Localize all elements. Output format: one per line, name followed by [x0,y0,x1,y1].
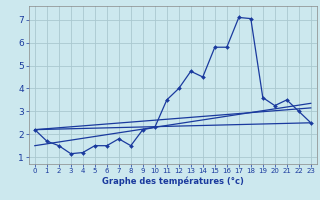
X-axis label: Graphe des températures (°c): Graphe des températures (°c) [102,177,244,186]
